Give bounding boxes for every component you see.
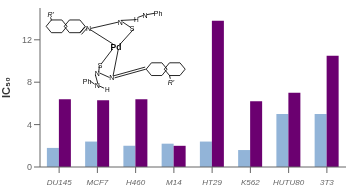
svg-text:H: H [105, 86, 110, 93]
svg-text:N: N [143, 12, 148, 19]
svg-text:3T3: 3T3 [320, 178, 334, 187]
svg-text:S: S [98, 62, 103, 69]
svg-text:S: S [130, 25, 135, 32]
svg-text:Pd: Pd [111, 42, 122, 52]
svg-text:8: 8 [27, 77, 32, 87]
svg-text:M14: M14 [166, 178, 182, 187]
svg-text:HT29: HT29 [202, 178, 222, 187]
svg-text:N: N [118, 19, 123, 26]
svg-text:IC₅₀: IC₅₀ [8, 77, 12, 98]
svg-text:MCF7: MCF7 [86, 178, 108, 187]
svg-text:Ph: Ph [83, 78, 92, 85]
svg-text:K562: K562 [241, 178, 260, 187]
svg-text:R': R' [168, 79, 175, 86]
svg-text:N: N [109, 74, 114, 81]
svg-text:Ph: Ph [154, 10, 163, 17]
svg-text:N: N [86, 25, 91, 32]
svg-text:R': R' [47, 11, 54, 18]
svg-text:12: 12 [22, 35, 32, 45]
svg-text:H: H [134, 16, 139, 23]
svg-text:HUTU80: HUTU80 [273, 178, 305, 187]
svg-text:H460: H460 [126, 178, 146, 187]
svg-text:DU145: DU145 [47, 178, 72, 187]
svg-text:N: N [95, 82, 100, 89]
svg-text:4: 4 [27, 120, 32, 130]
svg-text:0: 0 [27, 162, 32, 172]
svg-text:N: N [95, 70, 100, 77]
